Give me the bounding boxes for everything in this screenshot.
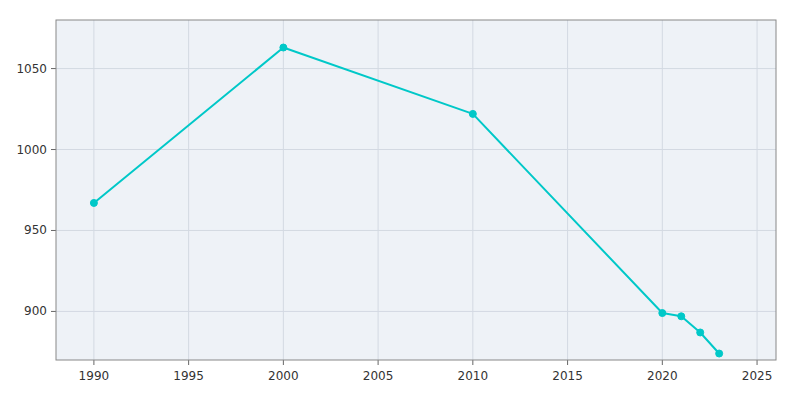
x-tick: [757, 360, 758, 365]
x-grid-line: [757, 20, 758, 360]
x-grid-line: [662, 20, 663, 360]
y-grid-line: [56, 68, 776, 69]
x-tick: [378, 360, 379, 365]
x-tick-label: 2005: [363, 369, 394, 383]
x-grid-line: [188, 20, 189, 360]
point: [697, 329, 704, 336]
y-tick: [51, 230, 56, 231]
y-tick: [51, 149, 56, 150]
point: [90, 199, 97, 206]
point: [678, 313, 685, 320]
grid: [56, 20, 776, 360]
x-grid-line: [283, 20, 284, 360]
x-tick: [662, 360, 663, 365]
line: [94, 48, 719, 354]
x-tick-label: 1990: [79, 369, 110, 383]
x-grid-line: [93, 20, 94, 360]
y-grid-line: [56, 311, 776, 312]
plot-frame: [56, 20, 776, 360]
point: [659, 310, 666, 317]
x-tick: [93, 360, 94, 365]
chart-svg: 1990 1995 2000 2005 2010 2015 2020 2025 900 950 10…: [0, 0, 800, 400]
x-tick-label: 1995: [173, 369, 204, 383]
x-tick-label: 2015: [552, 369, 583, 383]
x-tick: [188, 360, 189, 365]
x-grid-line: [567, 20, 568, 360]
x-tick: [567, 360, 568, 365]
x-grid-line: [472, 20, 473, 360]
plot-background: [56, 20, 776, 360]
y-tick-label: 900: [24, 304, 47, 318]
chart-container: 1990 1995 2000 2005 2010 2015 2020 2025 900 950 10…: [0, 0, 800, 400]
y-tick-label: 950: [24, 223, 47, 237]
point: [469, 110, 476, 117]
y-tick-label: 1000: [16, 143, 47, 157]
x-tick: [283, 360, 284, 365]
x-tick-label: 2025: [742, 369, 773, 383]
y-tick: [51, 68, 56, 69]
y-grid-line: [56, 230, 776, 231]
y-tick: [51, 311, 56, 312]
x-grid-line: [378, 20, 379, 360]
tick-labels: 1990 1995 2000 2005 2010 2015 2020 2025 900 950 10…: [16, 62, 772, 383]
x-tick-label: 2000: [268, 369, 299, 383]
y-tick-label: 1050: [16, 62, 47, 76]
x-tick-label: 2020: [647, 369, 678, 383]
series: [90, 44, 722, 357]
x-tick-label: 2010: [458, 369, 489, 383]
y-grid-line: [56, 149, 776, 150]
point: [280, 44, 287, 51]
point: [716, 350, 723, 357]
x-tick: [472, 360, 473, 365]
